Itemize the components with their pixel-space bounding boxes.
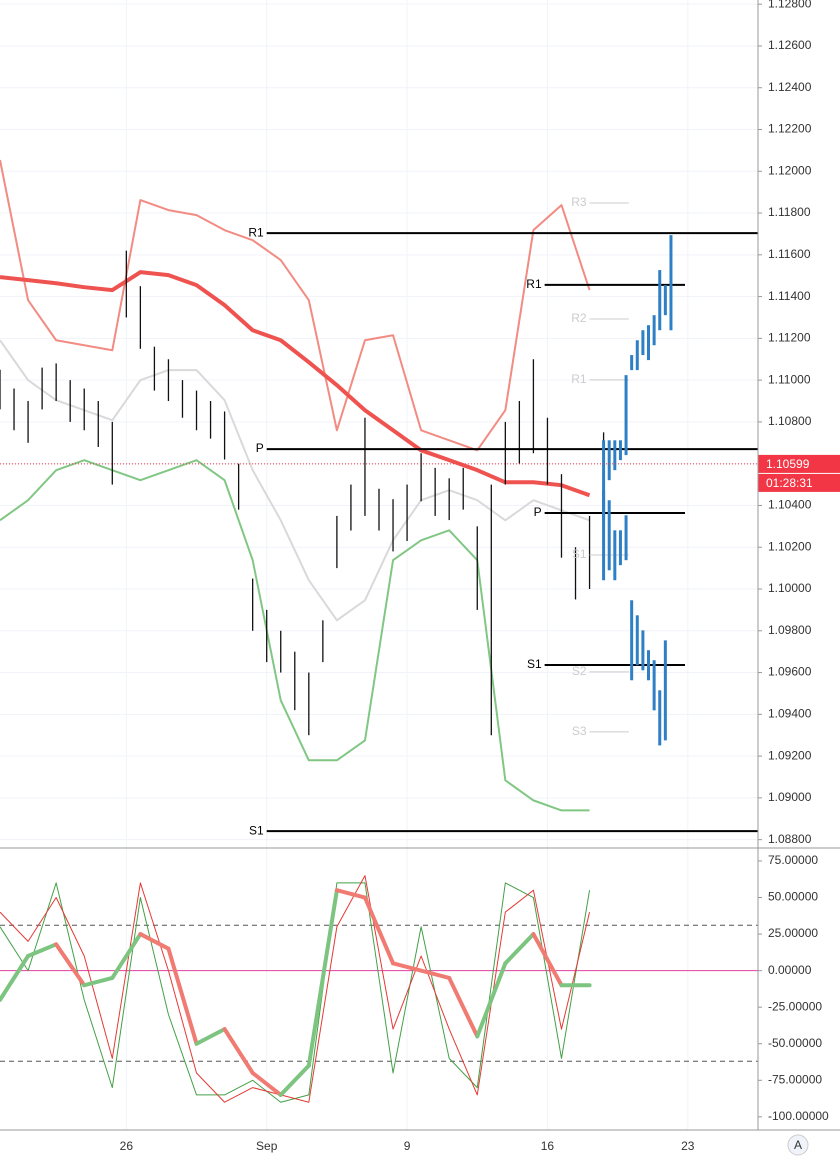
oscillator-segment (391, 961, 424, 973)
oscillator-segment (250, 1070, 283, 1097)
y-tick-label: 1.12800 (768, 0, 812, 10)
oscillator-segment (54, 942, 87, 988)
pivot-label: R2 (571, 311, 587, 325)
pivot-label: S3 (572, 724, 587, 738)
y-tick-label: -25.00000 (768, 999, 822, 1013)
y-tick-label: 1.12000 (768, 163, 812, 177)
y-tick-label: 1.09400 (768, 706, 812, 720)
x-tick-label: 16 (541, 1139, 555, 1153)
x-tick-label: 9 (404, 1139, 411, 1153)
y-tick-label: -75.00000 (768, 1072, 822, 1086)
y-tick-label: 25.00000 (768, 926, 818, 940)
indicator-line (0, 159, 591, 452)
y-tick-label: 1.10800 (768, 414, 812, 428)
y-tick-label: 1.11800 (768, 205, 811, 219)
pivot-label: R1 (248, 225, 264, 239)
last-price-tag (758, 454, 840, 473)
oscillator-segment (194, 1027, 227, 1046)
x-tick-label: 23 (681, 1139, 695, 1153)
pivot-label: S1 (527, 657, 542, 671)
y-tick-label: 1.11200 (768, 331, 811, 345)
y-tick-label: 1.11400 (768, 289, 811, 303)
oscillator-segment (362, 895, 396, 966)
pivot-label: P (256, 441, 264, 455)
y-tick-label: 1.09600 (768, 665, 812, 679)
oscillator-segment (26, 942, 59, 959)
y-tick-label: 1.10200 (768, 539, 812, 553)
countdown-label: 01:28:31 (766, 476, 813, 490)
countdown-tag (758, 473, 840, 492)
oscillator-segment (166, 946, 199, 1046)
y-tick-label: 1.09200 (768, 748, 812, 762)
indicator-line (0, 270, 591, 498)
oscillator-segment (447, 975, 480, 1039)
oscillator-segment (306, 888, 339, 1068)
last-price-label: 1.10599 (766, 457, 810, 471)
y-tick-label: 1.11600 (768, 247, 811, 261)
auto-scale-label[interactable]: A (794, 1138, 802, 1152)
oscillator-segment (475, 961, 508, 1039)
y-tick-label: 1.09800 (768, 623, 812, 637)
pivot-label: S1 (572, 547, 587, 561)
x-tick-label: Sep (256, 1139, 278, 1153)
oscillator-segment (503, 932, 536, 966)
pivot-label: S1 (249, 823, 264, 837)
oscillator-segment (138, 932, 171, 951)
y-tick-label: 1.12200 (768, 122, 812, 136)
y-tick-label: 1.11000 (768, 372, 811, 386)
y-tick-label: 1.12600 (768, 38, 812, 52)
x-tick-label: 26 (120, 1139, 134, 1153)
oscillator-segment (419, 968, 452, 980)
oscillator-segment (531, 932, 564, 988)
oscillator-segment (0, 954, 31, 1002)
y-tick-label: 1.08800 (768, 832, 812, 846)
pivot-label: R1 (571, 372, 587, 386)
y-tick-label: 75.00000 (768, 853, 818, 867)
pivot-label: R1 (526, 277, 542, 291)
y-tick-label: 1.12400 (768, 80, 812, 94)
pivot-label: P (534, 505, 542, 519)
pivot-label: R3 (571, 195, 587, 209)
oscillator-segment (278, 1063, 311, 1097)
y-tick-label: 50.00000 (768, 890, 818, 904)
oscillator-segment (110, 932, 143, 980)
oscillator-line (0, 875, 591, 1103)
y-tick-label: -50.00000 (768, 1036, 822, 1050)
oscillator-segment (222, 1027, 255, 1075)
y-tick-label: -100.00000 (768, 1109, 829, 1123)
oscillator-line (0, 882, 591, 1103)
y-tick-label: 0.00000 (768, 963, 812, 977)
auto-scale-button[interactable] (787, 1134, 809, 1156)
indicator-line (0, 459, 590, 812)
pivot-label: S2 (572, 664, 587, 678)
y-tick-label: 1.09000 (768, 790, 812, 804)
oscillator-segment (334, 888, 367, 900)
oscillator-segment (82, 975, 115, 988)
y-tick-label: 1.10000 (768, 581, 812, 595)
y-tick-label: 1.10400 (768, 498, 812, 512)
